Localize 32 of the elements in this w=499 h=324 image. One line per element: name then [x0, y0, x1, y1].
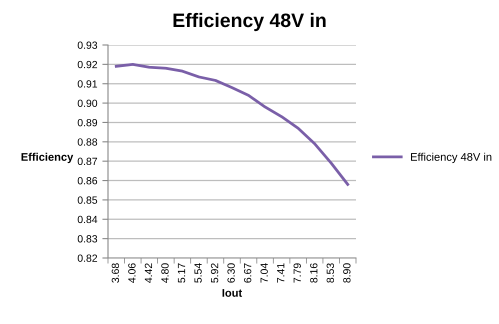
x-tick-label: 7.79 — [294, 263, 301, 283]
x-tick-label: 7.41 — [277, 263, 284, 283]
x-tick-label: 5.17 — [178, 263, 186, 283]
x-tick-label: 8.90 — [343, 263, 351, 283]
x-tick-label: 8.16 — [310, 263, 318, 283]
x-tick-label: 6.67 — [244, 263, 252, 283]
x-tick-label: 5.54 — [194, 263, 202, 283]
x-tick-label: 4.42 — [144, 263, 152, 283]
x-tick-label: 7.04 — [260, 263, 268, 283]
x-tick-label: 4.80 — [161, 263, 169, 283]
y-tick-label: 0.82 — [78, 254, 98, 262]
legend-label: Efficiency 48V in — [411, 152, 492, 164]
x-tick-label: 4.06 — [128, 263, 136, 283]
x-tick-label: 8.53 — [326, 263, 334, 283]
y-tick-label: 0.89 — [78, 118, 98, 126]
x-tick-label: 6.30 — [227, 263, 235, 283]
y-tick-label: 0.86 — [78, 177, 98, 184]
y-tick-label: 0.90 — [78, 100, 98, 107]
y-tick-label: 0.92 — [78, 60, 98, 68]
y-tick-label: 0.93 — [78, 42, 98, 49]
y-tick-label: 0.84 — [78, 216, 98, 224]
y-tick-label: 0.88 — [78, 138, 98, 146]
y-axis-title: Efficiency — [22, 152, 74, 164]
y-tick-label: 0.91 — [78, 80, 98, 88]
chart-title: Efficiency 48V in — [174, 12, 326, 32]
y-tick-label: 0.85 — [78, 196, 98, 204]
x-tick-label: 5.92 — [210, 263, 218, 283]
y-tick-label: 0.83 — [78, 235, 98, 243]
line-series — [114, 62, 350, 186]
x-tick-label: 3.68 — [112, 263, 120, 283]
x-axis-title: Iout — [222, 289, 242, 297]
y-tick-label: 0.87 — [78, 158, 98, 166]
